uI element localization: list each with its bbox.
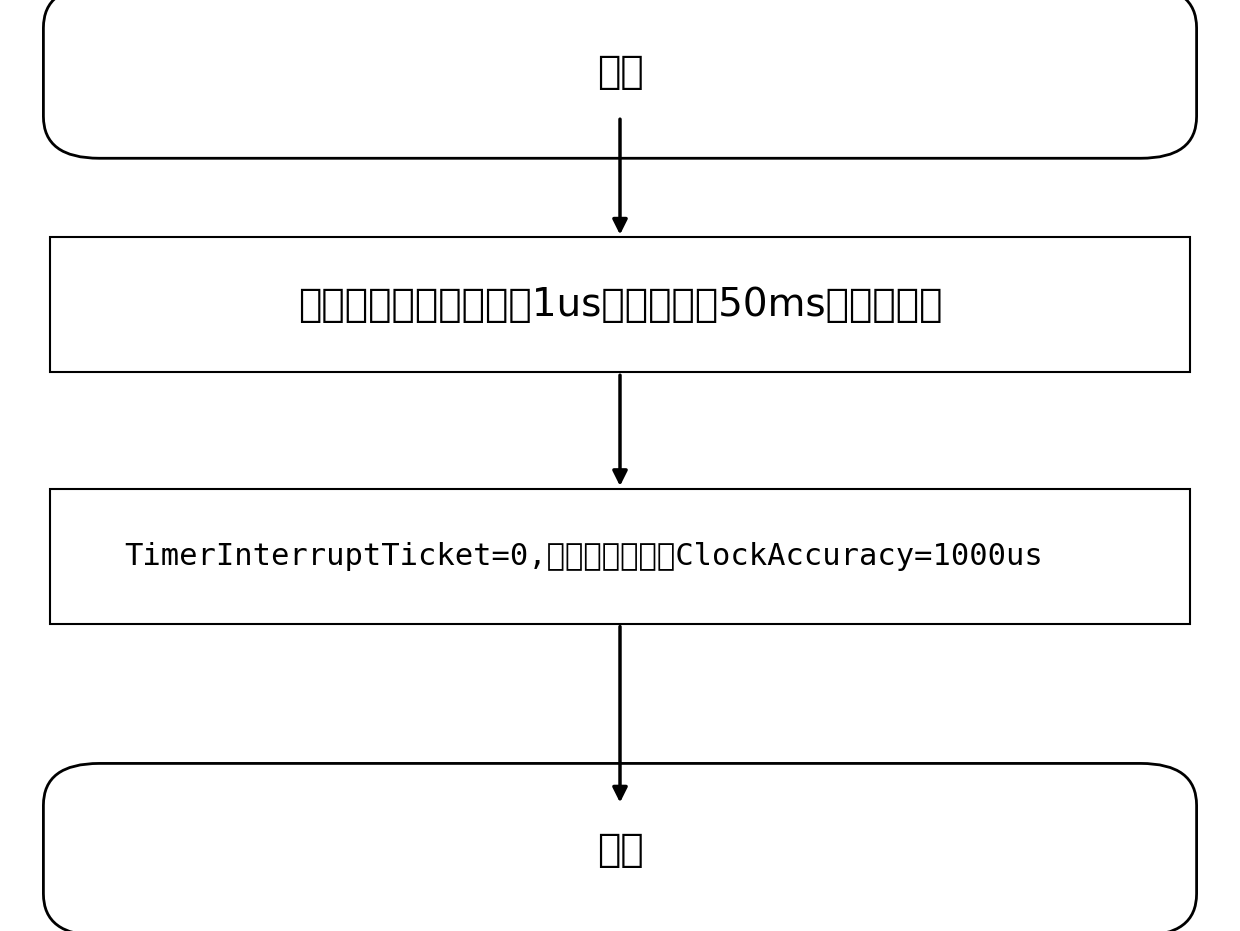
FancyBboxPatch shape — [43, 0, 1197, 158]
Text: TimerInterruptTicket=0,并设置时钟单位ClockAccuracy=1000us: TimerInterruptTicket=0,并设置时钟单位ClockAccur… — [124, 542, 1043, 571]
Text: 开始: 开始 — [596, 53, 644, 91]
Text: 初始化定时器，精度为1us，并产生（50ms周期）中断: 初始化定时器，精度为1us，并产生（50ms周期）中断 — [298, 286, 942, 324]
Bar — [50, 237, 1190, 372]
FancyBboxPatch shape — [43, 763, 1197, 931]
Bar — [50, 489, 1190, 624]
Text: 结束: 结束 — [596, 830, 644, 869]
